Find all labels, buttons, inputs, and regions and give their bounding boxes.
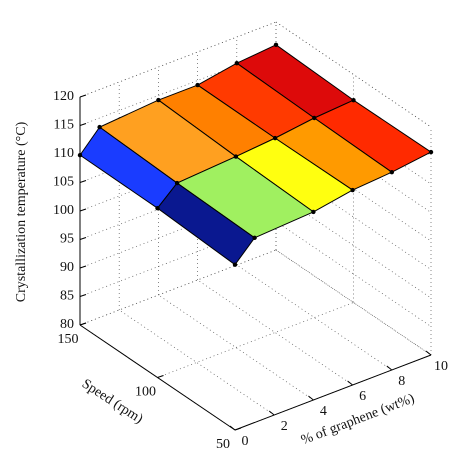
box-edge (275, 21, 432, 128)
tick-mark (347, 380, 353, 386)
z-tick-label: 105 (53, 175, 74, 190)
grid-line (158, 294, 314, 401)
grid-line (275, 249, 432, 356)
surface-vertex (77, 152, 83, 158)
grid-line (275, 164, 432, 270)
tick-mark (386, 365, 393, 371)
x-tick-label: 8 (398, 374, 405, 389)
tick-mark (79, 322, 87, 326)
x-tick-label: 0 (242, 434, 249, 449)
grid-line (79, 192, 277, 269)
tick-mark (79, 294, 87, 297)
surface-vertex (428, 149, 434, 155)
x-axis-label: % of graphene (wt%) (299, 391, 417, 448)
surface-vertex (273, 42, 279, 47)
z-tick-label: 120 (53, 89, 74, 104)
surface-vertex (156, 97, 161, 103)
surface-vertex (174, 180, 180, 186)
z-tick-label: 85 (60, 289, 74, 304)
grid-line (275, 107, 432, 213)
tick-mark (79, 180, 87, 183)
grid-line (79, 221, 277, 297)
grid-line (275, 135, 432, 242)
surface-vertex (350, 187, 355, 193)
surface-vertex (389, 170, 394, 175)
z-tick-label: 115 (54, 118, 74, 133)
surface-vertex (351, 97, 356, 103)
tick-mark (79, 237, 87, 240)
z-tick-label: 95 (60, 232, 74, 247)
tick-mark (308, 395, 314, 401)
grid-line (275, 249, 432, 356)
z-tick-label: 90 (60, 260, 74, 275)
surface-vertex (312, 115, 317, 121)
grid-line (236, 264, 392, 371)
x-axis (234, 354, 432, 431)
surface-vertex (232, 262, 238, 267)
tick-mark (157, 375, 164, 378)
z-tick-label: 80 (60, 317, 74, 332)
y-tick-label: 150 (58, 332, 79, 347)
surface-vertex (233, 154, 239, 159)
grid-line (275, 192, 432, 299)
z-tick-label: 110 (54, 146, 74, 161)
tick-mark (229, 425, 236, 431)
tick-mark (79, 123, 87, 126)
tick-mark (268, 410, 275, 416)
surface-vertex (234, 61, 239, 66)
tick-mark (425, 350, 432, 356)
x-tick-label: 2 (281, 419, 288, 434)
tick-mark (234, 427, 242, 431)
surface-vertex (155, 206, 160, 211)
grid-line (79, 50, 277, 126)
box-edge (79, 21, 277, 98)
y-tick-label: 100 (135, 385, 156, 400)
grid-line (79, 249, 277, 326)
x-tick-label: 4 (320, 404, 327, 419)
surface-vertex (97, 124, 102, 130)
z-axis-label: Crystallization temperature (°C) (14, 121, 29, 302)
grid-line (275, 221, 432, 327)
x-tick-label: 10 (434, 359, 448, 374)
surface-vertex (311, 209, 316, 215)
x-tick-label: 6 (359, 389, 366, 404)
surface-vertex (252, 235, 257, 241)
tick-mark (79, 208, 87, 212)
surface-vertex (195, 82, 200, 88)
tick-mark (79, 265, 87, 269)
grid-line (157, 302, 354, 378)
grid-line (119, 309, 275, 416)
grid-line (197, 279, 353, 386)
grid-line (275, 78, 432, 185)
y-tick-label: 50 (216, 437, 230, 452)
surface-vertex (272, 135, 278, 141)
z-tick-label: 100 (53, 203, 74, 218)
tick-mark (79, 94, 87, 98)
